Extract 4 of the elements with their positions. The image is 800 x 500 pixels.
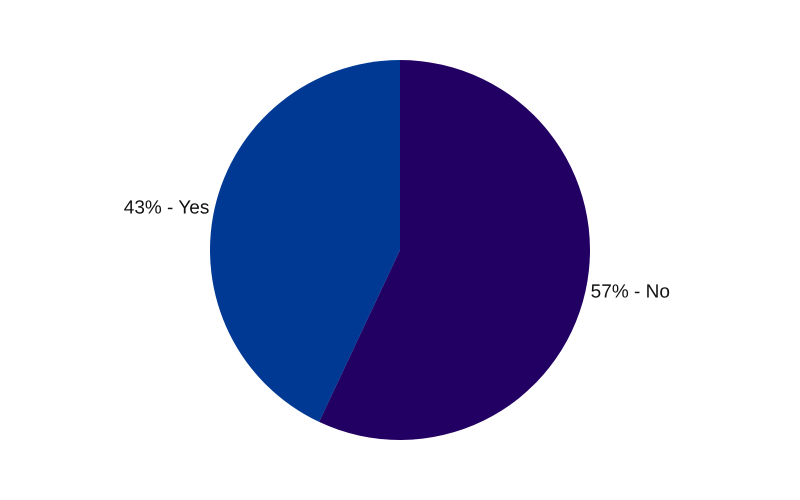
slice-label: 43% - Yes	[124, 198, 210, 219]
slice-label: 57% - No	[590, 281, 670, 302]
pie-slice	[319, 60, 590, 440]
pie-slice	[210, 60, 400, 422]
